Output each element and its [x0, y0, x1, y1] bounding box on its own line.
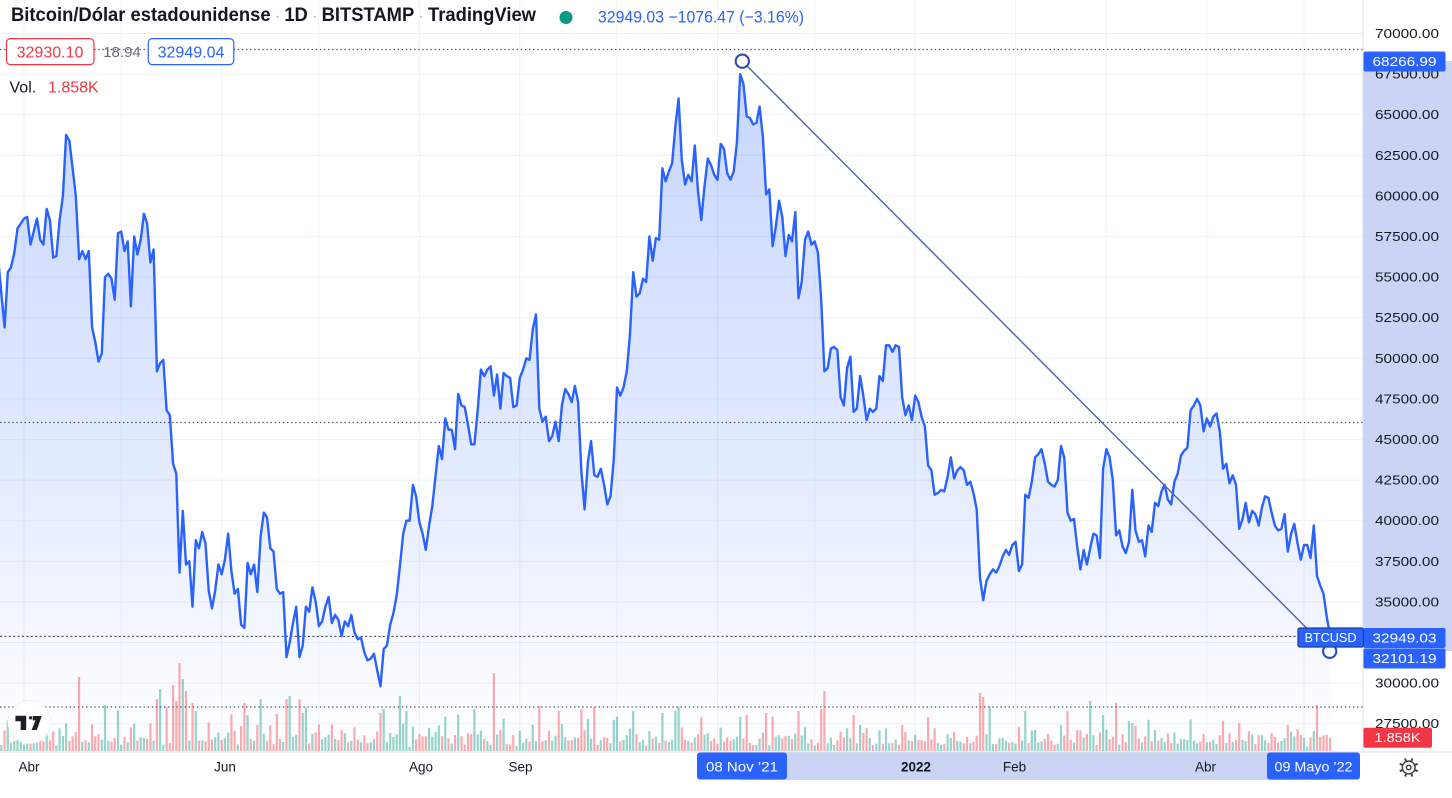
svg-text:52500.00: 52500.00 — [1375, 310, 1439, 325]
svg-text:32949.04: 32949.04 — [158, 45, 225, 62]
svg-text:Abr: Abr — [18, 760, 40, 775]
svg-text:57500.00: 57500.00 — [1375, 229, 1439, 244]
svg-text:35000.00: 35000.00 — [1375, 594, 1439, 609]
svg-text:Sep: Sep — [508, 760, 532, 775]
svg-text:47500.00: 47500.00 — [1375, 391, 1439, 406]
svg-text:45000.00: 45000.00 — [1375, 432, 1439, 447]
svg-text:1.858K: 1.858K — [1375, 730, 1421, 745]
svg-text:32101.19: 32101.19 — [1373, 651, 1437, 666]
svg-text:42500.00: 42500.00 — [1375, 473, 1439, 488]
svg-text:1.858K: 1.858K — [48, 80, 99, 97]
svg-text:2022: 2022 — [901, 760, 931, 775]
svg-text:68266.99: 68266.99 — [1373, 54, 1437, 69]
svg-text:18.94: 18.94 — [103, 44, 141, 61]
svg-text:Vol.: Vol. — [10, 80, 37, 97]
svg-text:08 Nov ’21: 08 Nov ’21 — [706, 760, 778, 775]
svg-text:30000.00: 30000.00 — [1375, 676, 1439, 691]
svg-text:BTCUSD: BTCUSD — [1305, 630, 1357, 645]
svg-text:37500.00: 37500.00 — [1375, 554, 1439, 569]
svg-text:Abr: Abr — [1195, 760, 1217, 775]
svg-text:60000.00: 60000.00 — [1375, 188, 1439, 203]
svg-text:55000.00: 55000.00 — [1375, 270, 1439, 285]
svg-text:65000.00: 65000.00 — [1375, 107, 1439, 122]
svg-text:Bitcoin/Dólar estadounidense ·: Bitcoin/Dólar estadounidense · 1D · BITS… — [11, 5, 536, 26]
svg-text:32949.03: 32949.03 — [1373, 631, 1437, 646]
svg-text:70000.00: 70000.00 — [1375, 26, 1439, 41]
svg-text:09 Mayo ’22: 09 Mayo ’22 — [1275, 760, 1353, 775]
svg-text:27500.00: 27500.00 — [1375, 716, 1439, 731]
svg-text:Ago: Ago — [409, 760, 433, 775]
svg-text:50000.00: 50000.00 — [1375, 351, 1439, 366]
svg-text:Jun: Jun — [214, 760, 236, 775]
svg-text:32930.10: 32930.10 — [17, 45, 84, 62]
svg-text:Feb: Feb — [1003, 760, 1026, 775]
svg-text:62500.00: 62500.00 — [1375, 148, 1439, 163]
svg-text:40000.00: 40000.00 — [1375, 513, 1439, 528]
svg-text:32949.03 −1076.47 (−3.16%): 32949.03 −1076.47 (−3.16%) — [598, 9, 804, 27]
